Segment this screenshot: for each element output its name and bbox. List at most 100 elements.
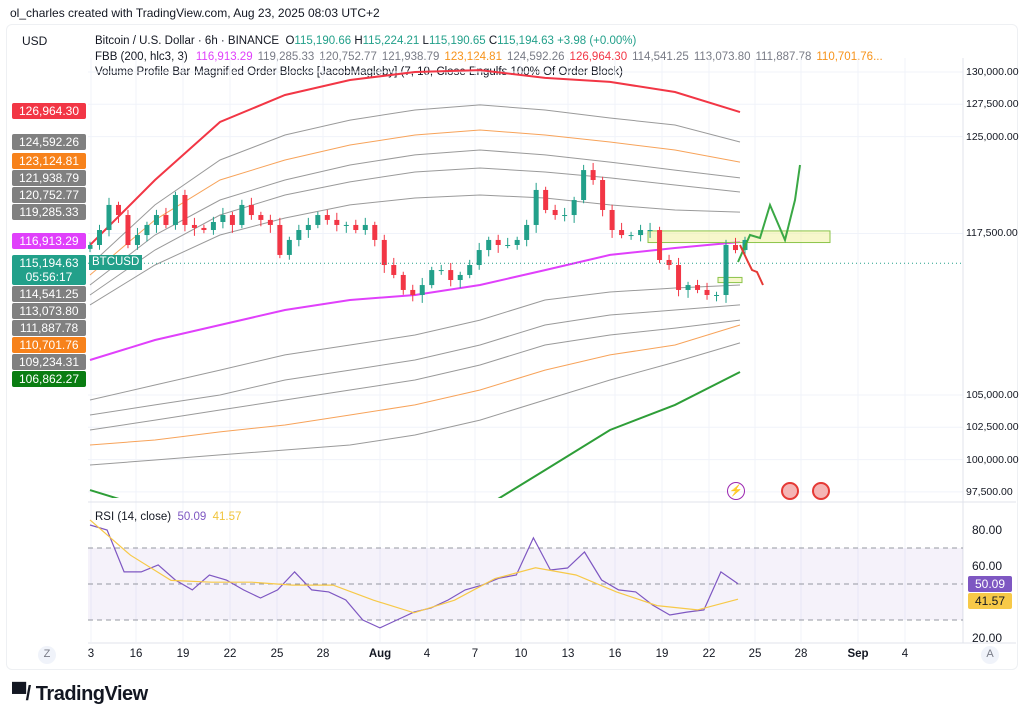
candle-body [267, 219, 273, 225]
fbb-band-line [89, 194, 741, 306]
candle-body [286, 239, 292, 255]
candle-body [628, 235, 634, 237]
candle-body [429, 270, 435, 286]
rsi-value-tag: 50.09 [968, 576, 1012, 592]
candle-body [381, 239, 387, 266]
candle-body [182, 194, 188, 225]
rsi-pane [88, 519, 963, 629]
bullish-projection-line [737, 164, 801, 263]
open-value: 115,190.66 [294, 35, 352, 47]
last-price: 115,194.63 [19, 256, 79, 271]
chart-frame [6, 24, 1018, 670]
tradingview-logo[interactable]: ▀/ TradingView [12, 683, 148, 706]
indicator-price-tag: 109,234.31 [12, 354, 86, 371]
candle-body [362, 224, 368, 231]
candle-body [685, 285, 691, 290]
time-tick-label: 28 [794, 648, 808, 660]
fbb-value: 116,913.29 [195, 51, 253, 63]
rsi-name[interactable]: RSI (14, close) [95, 511, 172, 523]
event-lightning-icon[interactable]: ⚡ [727, 482, 745, 500]
indicator-price-tag: 123,124.81 [12, 152, 86, 169]
candle-body [543, 189, 549, 210]
indicator-price-tag: 126,964.30 [12, 103, 86, 120]
candle-body [467, 265, 473, 275]
price-tick-label: 102,500.00 [966, 421, 1019, 434]
low-label: L [422, 35, 429, 47]
indicator-price-tag: 110,701.76 [12, 337, 86, 354]
candle-body [638, 230, 644, 236]
candle-body [343, 224, 349, 226]
candle-body [619, 230, 625, 236]
rsi-tick-label: 20.00 [972, 631, 1003, 645]
candle-body [723, 244, 729, 295]
auto-scale-button[interactable]: A [981, 646, 999, 664]
symbol-name[interactable]: Bitcoin / U.S. Dollar · 6h · BINANCE [95, 35, 280, 47]
candle-body [505, 244, 511, 246]
fbb-band-line [89, 284, 741, 401]
indicator-price-tag: 111,887.78 [12, 320, 86, 337]
rsi-band-fill [88, 548, 963, 620]
candle-body [410, 289, 416, 295]
bar-countdown: 05:56:17 [25, 270, 73, 285]
open-label: O [285, 35, 295, 47]
candle-body [714, 294, 720, 296]
indicator-price-tag: 106,862.27 [12, 371, 86, 388]
fbb-band-line [89, 324, 741, 446]
time-tick-label: 28 [316, 648, 330, 660]
candle-body [172, 194, 178, 225]
brand-name: TradingView [35, 683, 148, 705]
candle-body [600, 180, 606, 210]
price-tick-label: 130,000.00 [966, 66, 1019, 78]
candle-body [733, 244, 739, 251]
rsi-tick-label: 60.00 [972, 559, 1003, 573]
time-tick-label: 7 [471, 648, 479, 660]
rsi-series-line [89, 524, 739, 629]
close-label: C [488, 35, 498, 47]
currency-label[interactable]: USD [22, 34, 48, 48]
candle-body [676, 265, 682, 290]
candle-body [666, 259, 672, 266]
candle-body [438, 270, 444, 272]
time-tick-label: Aug [368, 648, 392, 660]
us-flag-event-icon[interactable] [781, 482, 799, 500]
candle-body [495, 239, 501, 245]
indicator-price-tag: 113,073.80 [12, 303, 86, 320]
chart-credit: ol_charles created with TradingView.com,… [10, 6, 380, 20]
fbb-band-line [89, 304, 741, 416]
indicator-price-tag: 114,541.25 [12, 286, 86, 303]
candle-body [201, 227, 207, 231]
candle-body [372, 224, 378, 240]
candle-body [590, 170, 596, 181]
indicator-price-tag: 119,285.33 [12, 203, 86, 220]
fbb-band-line [89, 342, 741, 466]
rsi-series-line [89, 519, 739, 614]
price-tick-label: 127,500.00 [966, 98, 1019, 111]
candle-body [457, 274, 463, 281]
symbol-price-tag: BTCUSD [89, 255, 143, 271]
candle-body [163, 215, 169, 225]
rsi-tick-label: 80.00 [972, 523, 1003, 537]
candle-body [514, 239, 520, 245]
candle-body [400, 274, 406, 290]
fbb-value: 113,073.80 [693, 51, 751, 63]
candle-body [419, 285, 425, 295]
candle-body [524, 224, 530, 240]
candle-body [229, 215, 235, 225]
fbb-value: 119,285.33 [257, 51, 315, 63]
candle-body [296, 230, 302, 240]
indicator-price-tag: 120,752.77 [12, 186, 86, 203]
indicator-price-tag: 121,938.79 [12, 169, 86, 186]
time-tick-label: 3 [87, 648, 95, 660]
price-tick-label: 105,000.00 [966, 388, 1019, 401]
timezone-button[interactable]: Z [38, 646, 56, 664]
rsi-value: 50.09 [177, 511, 207, 523]
candle-body [324, 215, 330, 220]
time-tick-label: 16 [608, 648, 622, 660]
high-label: H [354, 35, 363, 47]
time-tick-label: 4 [423, 648, 431, 660]
us-flag-event-icon[interactable] [812, 482, 830, 500]
rsi-legend: RSI (14, close) 50.09 41.57 [95, 511, 241, 523]
fbb-name[interactable]: FBB (200, hlc3, 3) [95, 51, 188, 63]
candle-body [647, 230, 653, 232]
